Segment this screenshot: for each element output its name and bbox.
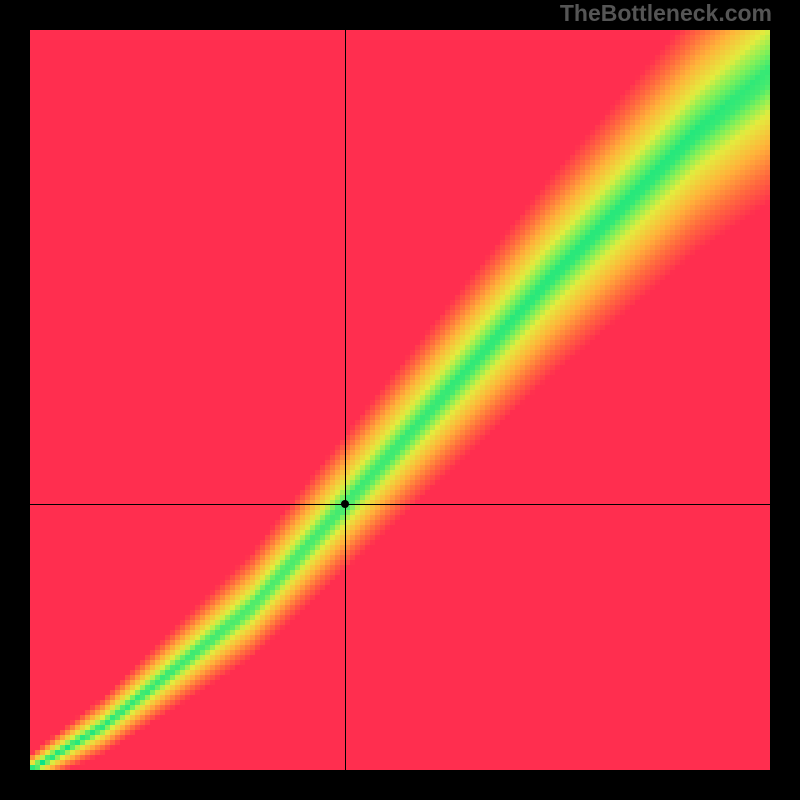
crosshair-dot	[341, 500, 349, 508]
crosshair-horizontal-line	[30, 504, 770, 505]
watermark-text: TheBottleneck.com	[560, 0, 772, 27]
heatmap-canvas	[30, 30, 770, 770]
crosshair-vertical-line	[345, 30, 346, 770]
heatmap-plot-area	[30, 30, 770, 770]
